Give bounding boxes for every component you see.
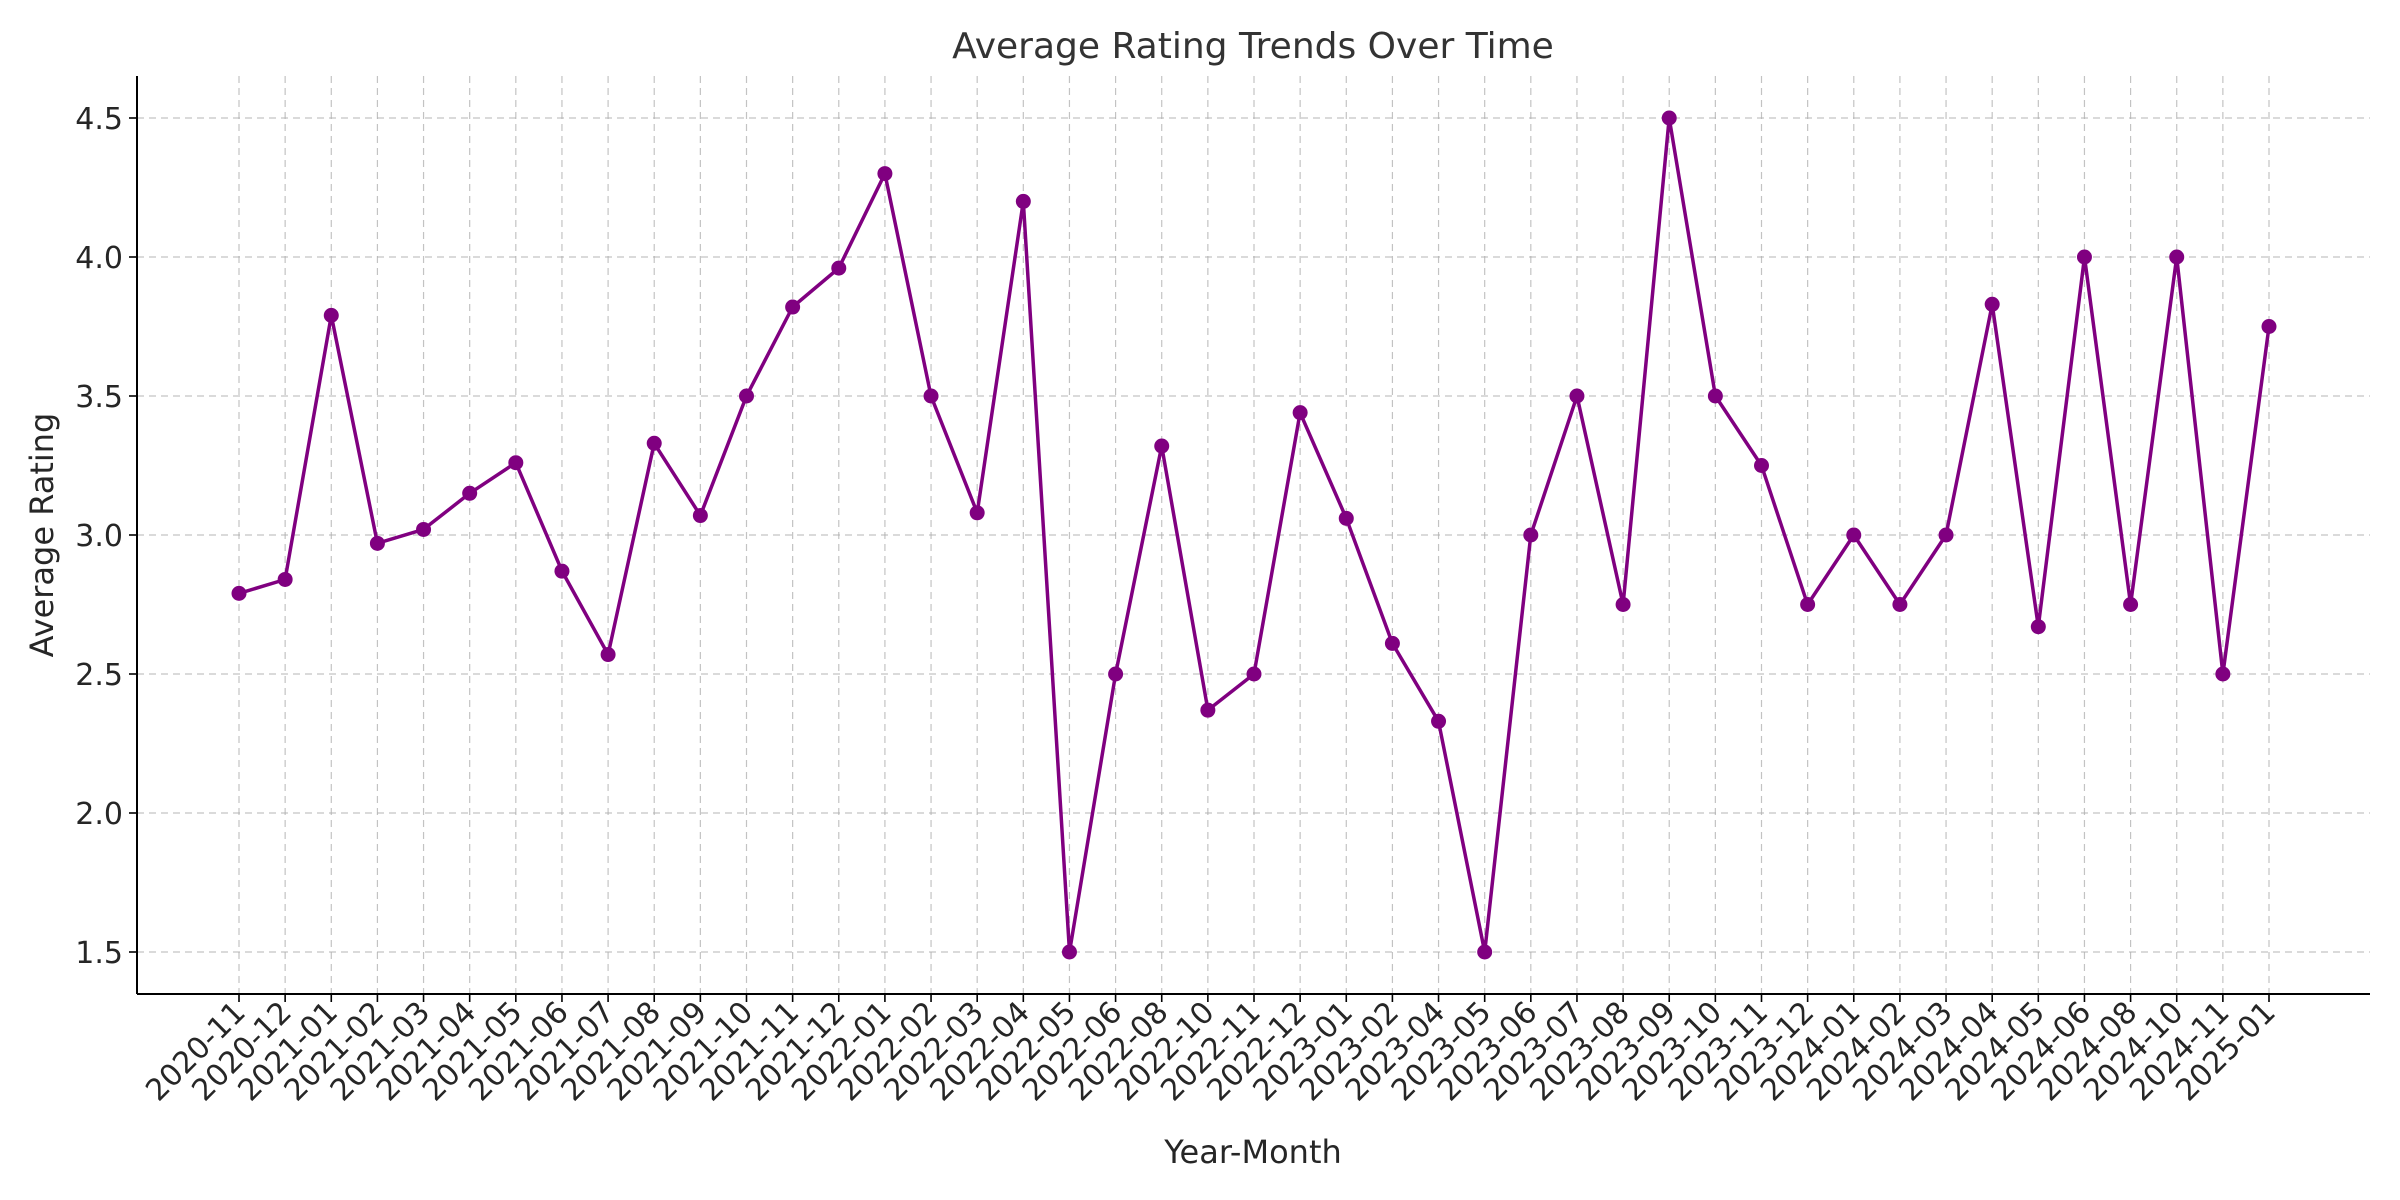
data-points — [231, 110, 2277, 960]
data-point — [1892, 597, 1908, 612]
data-point — [1800, 597, 1816, 612]
data-point — [739, 388, 754, 404]
data-point — [1384, 635, 1400, 651]
data-point — [1108, 666, 1124, 682]
data-point — [1015, 193, 1031, 209]
data-point — [1431, 713, 1447, 729]
data-point — [877, 166, 893, 182]
data-point — [831, 260, 847, 276]
data-point — [1292, 405, 1308, 421]
data-point — [1523, 527, 1539, 543]
y-tick-label: 2.5 — [75, 658, 123, 693]
data-point — [462, 485, 478, 501]
data-point — [1569, 388, 1585, 404]
data-point — [1477, 944, 1493, 960]
data-point — [2123, 597, 2139, 612]
x-axis-title: Year-Month — [1163, 1133, 1342, 1171]
data-point — [416, 521, 432, 537]
data-point — [1246, 666, 1262, 682]
data-point — [1338, 510, 1354, 526]
data-point — [2030, 619, 2046, 635]
data-point — [277, 571, 293, 587]
chart-title: Average Rating Trends Over Time — [952, 26, 1554, 67]
data-point — [369, 535, 385, 551]
data-point — [600, 647, 616, 663]
data-point — [323, 307, 339, 323]
data-point — [1938, 527, 1954, 543]
data-point — [1984, 296, 2000, 312]
data-point — [1661, 110, 1677, 126]
data-point — [1061, 944, 1077, 960]
data-point — [508, 455, 524, 471]
x-axis-ticks: 2020-112020-122021-012021-022021-032021-… — [139, 994, 2283, 1108]
y-axis-title: Average Rating — [23, 413, 61, 658]
grid-lines — [137, 76, 2370, 994]
y-tick-label: 3.0 — [75, 519, 123, 554]
y-tick-label: 1.5 — [75, 936, 123, 971]
data-point — [1615, 597, 1631, 612]
data-point — [1154, 438, 1170, 454]
data-point — [2169, 249, 2185, 265]
y-tick-label: 4.0 — [75, 241, 123, 276]
data-point — [2215, 666, 2231, 682]
data-point — [785, 299, 801, 315]
data-point — [646, 435, 662, 451]
data-point — [1707, 388, 1723, 404]
data-point — [1200, 702, 1216, 718]
y-axis-ticks: 1.5 2.0 2.5 3.0 3.5 4.0 4.5 — [75, 102, 137, 971]
data-point — [2261, 319, 2277, 334]
data-point — [969, 505, 985, 521]
y-tick-label: 4.5 — [75, 102, 123, 137]
data-point — [2076, 249, 2092, 265]
y-tick-label: 3.5 — [75, 380, 123, 415]
data-point — [231, 585, 247, 601]
y-tick-label: 2.0 — [75, 797, 123, 832]
data-point — [554, 563, 570, 579]
data-point — [1846, 527, 1862, 543]
data-point — [923, 388, 939, 404]
data-point — [1754, 458, 1769, 473]
data-point — [692, 508, 708, 524]
